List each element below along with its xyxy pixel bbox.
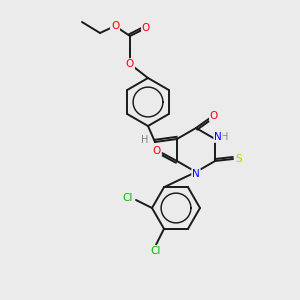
Text: H: H: [141, 135, 149, 145]
Text: O: O: [111, 21, 119, 31]
Text: Cl: Cl: [151, 246, 161, 256]
Text: N: N: [192, 169, 200, 179]
Text: S: S: [236, 154, 242, 164]
Text: O: O: [126, 59, 134, 69]
Text: N: N: [214, 132, 222, 142]
Text: O: O: [142, 23, 150, 33]
Text: H: H: [221, 132, 229, 142]
Text: O: O: [153, 146, 161, 156]
Text: O: O: [210, 111, 218, 121]
Text: Cl: Cl: [123, 193, 133, 203]
